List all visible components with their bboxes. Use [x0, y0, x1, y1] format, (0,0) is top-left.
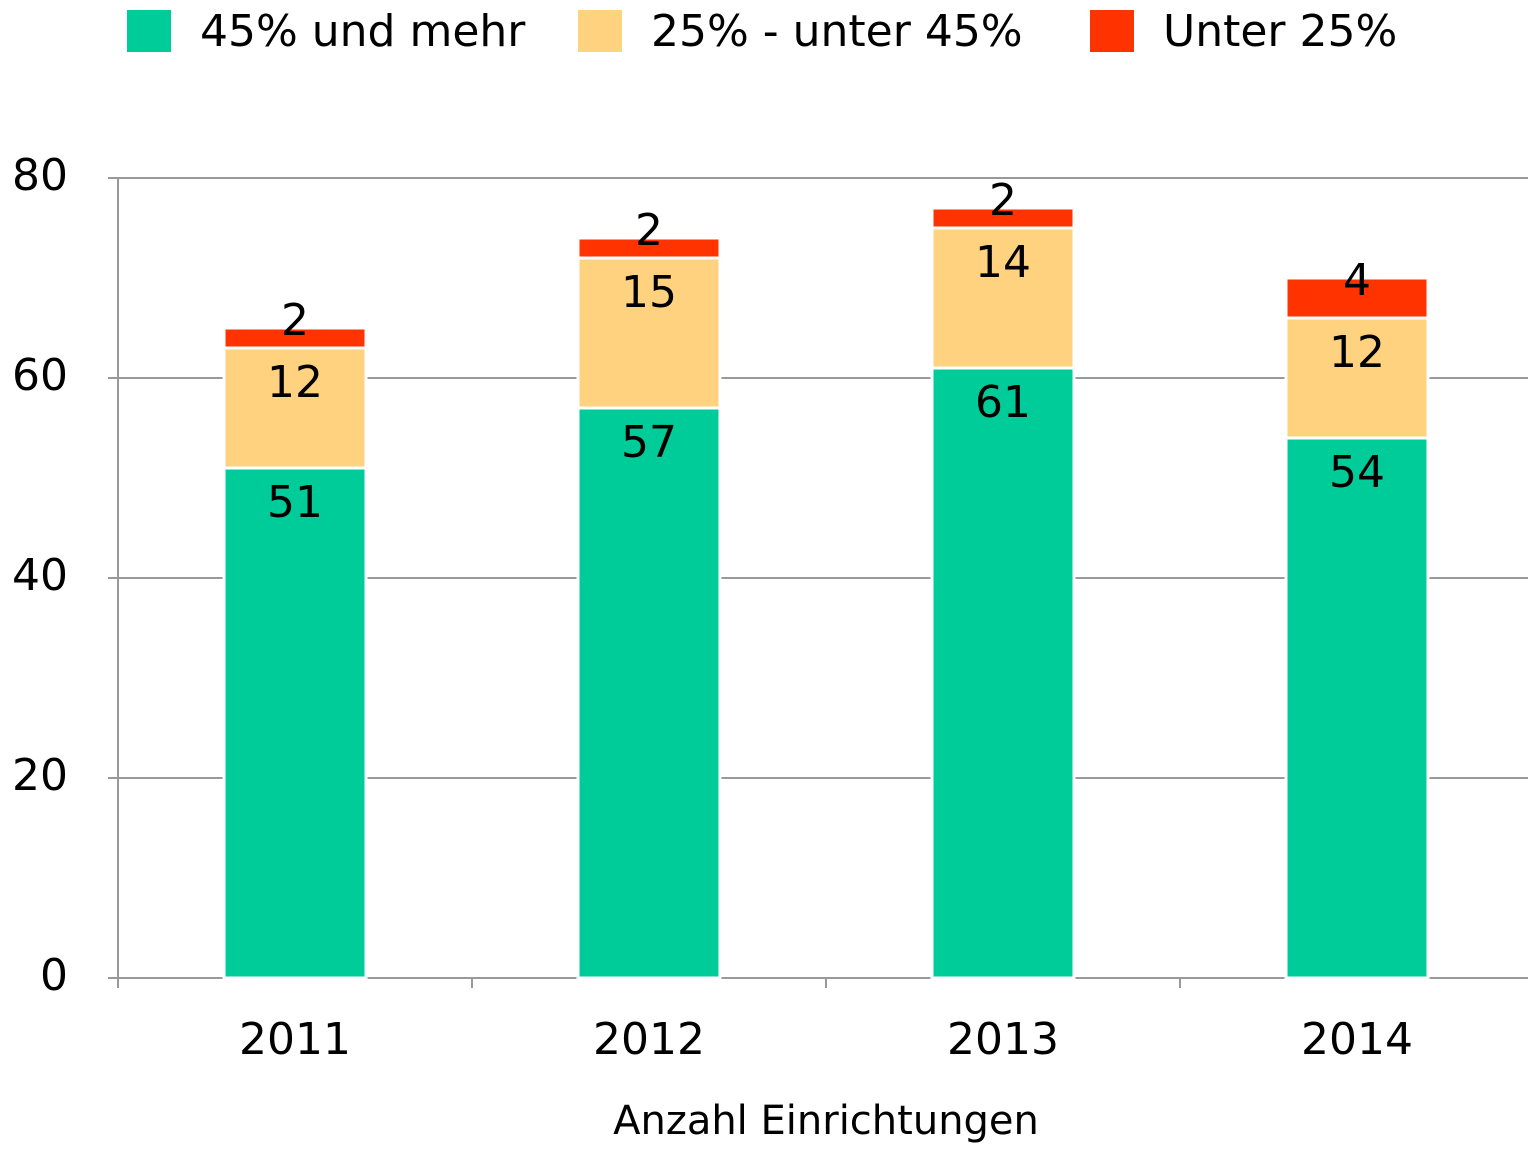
data-label: 14 — [975, 237, 1031, 288]
data-label: 57 — [621, 417, 677, 468]
x-tick-label: 2014 — [1301, 1014, 1413, 1065]
data-label: 4 — [1343, 255, 1371, 306]
bar-segment — [1284, 436, 1430, 980]
bar-segment — [930, 366, 1076, 980]
y-tick-label: 80 — [12, 150, 68, 201]
data-label: 12 — [267, 357, 323, 408]
legend-swatch — [578, 10, 622, 52]
data-label: 12 — [1329, 327, 1385, 378]
bar-segment — [222, 326, 368, 350]
bar-segment — [222, 346, 368, 470]
bar-segment — [576, 406, 722, 980]
data-label: 2 — [281, 295, 309, 346]
x-tick-label: 2013 — [947, 1014, 1059, 1065]
legend-label: 45% und mehr — [200, 6, 526, 57]
data-label: 2 — [635, 205, 663, 256]
data-label: 61 — [975, 377, 1031, 428]
data-label: 51 — [267, 477, 323, 528]
y-tick-label: 40 — [12, 550, 68, 601]
bar-segment — [1284, 276, 1430, 320]
bar-segment — [222, 466, 368, 980]
data-label: 15 — [621, 267, 677, 318]
legend-swatch — [1090, 10, 1134, 52]
bar-segment — [576, 236, 722, 260]
y-tick-label: 60 — [12, 350, 68, 401]
y-tick-label: 0 — [40, 950, 68, 1001]
legend-label: Unter 25% — [1163, 6, 1397, 57]
legend-label: 25% - unter 45% — [651, 6, 1023, 57]
legend-swatch — [127, 10, 171, 52]
data-label: 54 — [1329, 447, 1385, 498]
y-tick-label: 20 — [12, 750, 68, 801]
x-tick-label: 2012 — [593, 1014, 705, 1065]
data-label: 2 — [989, 175, 1017, 226]
x-tick-label: 2011 — [239, 1014, 351, 1065]
bar-segment — [930, 206, 1076, 230]
x-axis-label: Anzahl Einrichtungen — [613, 1098, 1039, 1144]
